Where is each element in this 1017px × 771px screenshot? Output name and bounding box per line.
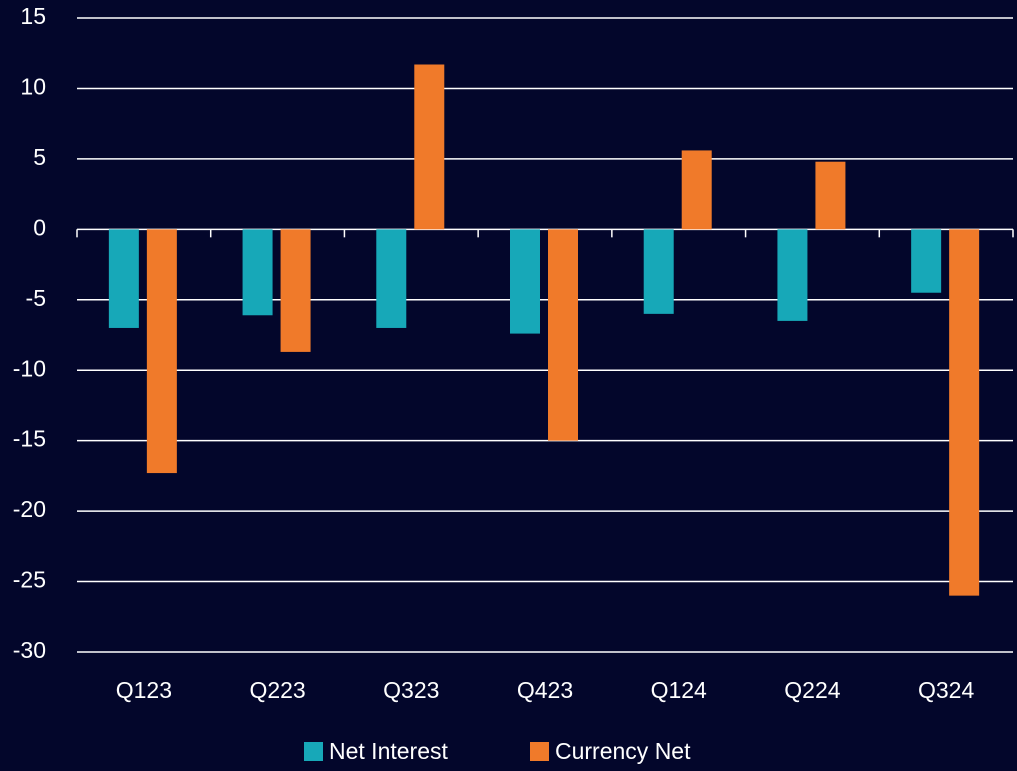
bar bbox=[414, 64, 445, 230]
x-tick-label: Q324 bbox=[918, 677, 974, 703]
bar bbox=[643, 229, 674, 314]
legend-label: Net Interest bbox=[329, 738, 448, 764]
bar bbox=[949, 229, 980, 596]
bar bbox=[108, 229, 139, 328]
x-tick-label: Q224 bbox=[784, 677, 840, 703]
bar bbox=[815, 161, 846, 230]
y-tick-label: 5 bbox=[33, 144, 46, 170]
y-tick-label: -10 bbox=[13, 355, 46, 381]
bar bbox=[681, 150, 712, 230]
x-tick-label: Q124 bbox=[651, 677, 707, 703]
y-tick-label: -20 bbox=[13, 496, 46, 522]
y-tick-label: -15 bbox=[13, 426, 46, 452]
y-tick-label: 10 bbox=[20, 74, 46, 100]
bar bbox=[146, 229, 177, 474]
y-tick-label: -5 bbox=[26, 285, 46, 311]
y-tick-label: -30 bbox=[13, 637, 46, 663]
x-tick-label: Q223 bbox=[249, 677, 305, 703]
bar bbox=[777, 229, 808, 321]
x-tick-label: Q123 bbox=[116, 677, 172, 703]
legend-swatch bbox=[304, 742, 323, 761]
bar bbox=[376, 229, 407, 328]
bar bbox=[911, 229, 942, 293]
bar bbox=[510, 229, 540, 334]
bar bbox=[280, 229, 311, 352]
bar bbox=[242, 229, 273, 316]
bar bbox=[548, 229, 578, 441]
y-tick-label: 0 bbox=[33, 214, 46, 240]
x-tick-label: Q323 bbox=[383, 677, 439, 703]
y-tick-label: 15 bbox=[20, 3, 46, 29]
legend-swatch bbox=[530, 742, 549, 761]
y-tick-label: -25 bbox=[13, 567, 46, 593]
legend-label: Currency Net bbox=[555, 738, 691, 764]
x-tick-label: Q423 bbox=[517, 677, 573, 703]
